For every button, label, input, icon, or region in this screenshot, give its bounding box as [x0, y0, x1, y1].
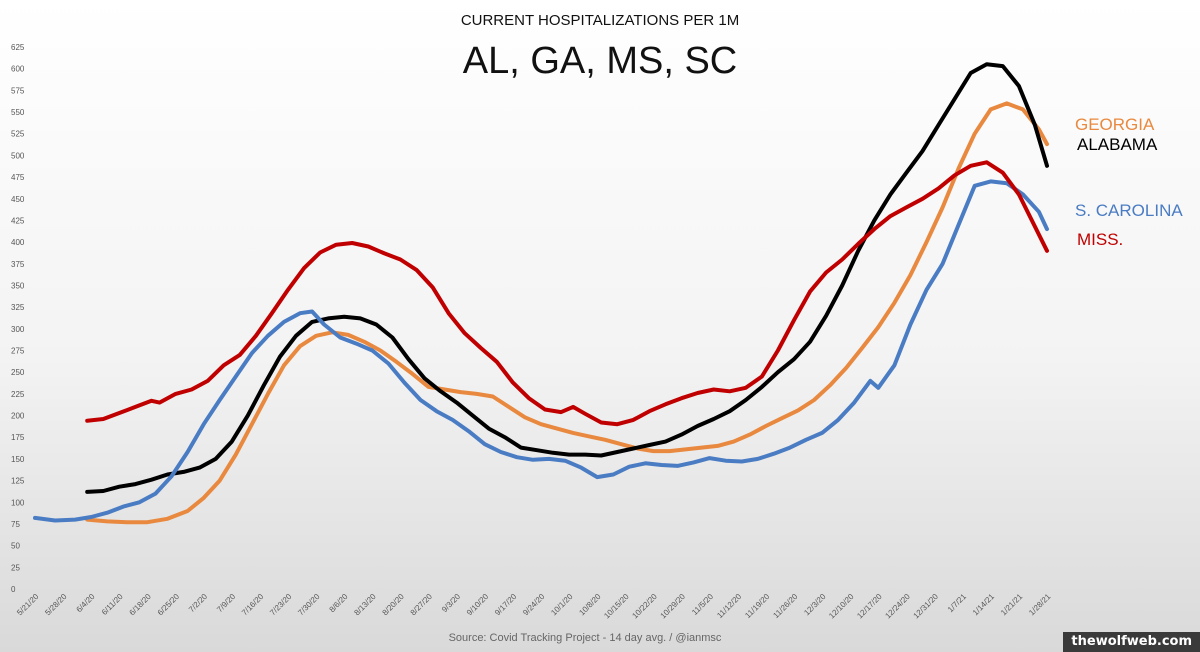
- x-tick-label: 7/2/20: [187, 592, 209, 614]
- x-axis: 5/21/20 5/28/20 6/4/20 6/11/20 6/18/20 6/25/2…: [15, 592, 1053, 621]
- y-tick-label: 450: [11, 195, 25, 204]
- y-tick-label: 50: [11, 542, 20, 551]
- y-tick-label: 475: [11, 173, 25, 182]
- y-tick-label: 100: [11, 498, 25, 507]
- x-tick-label: 10/8/20: [577, 592, 603, 618]
- source-note: Source: Covid Tracking Project - 14 day …: [449, 632, 722, 644]
- x-tick-label: 5/21/20: [15, 592, 41, 618]
- chart-title: CURRENT HOSPITALIZATIONS PER 1M: [461, 12, 739, 29]
- x-tick-label: 10/22/20: [630, 592, 659, 621]
- y-tick-label: 550: [11, 108, 25, 117]
- x-tick-label: 1/21/21: [999, 592, 1025, 618]
- series-label: MISS.: [1077, 230, 1123, 249]
- series-label: ALABAMA: [1077, 135, 1158, 154]
- x-tick-label: 9/17/20: [493, 592, 519, 618]
- y-tick-label: 375: [11, 260, 25, 269]
- x-tick-label: 7/23/20: [268, 592, 294, 618]
- y-tick-label: 225: [11, 390, 25, 399]
- x-tick-label: 10/29/20: [659, 592, 688, 621]
- x-tick-label: 11/12/20: [715, 592, 743, 620]
- series-lines: [33, 62, 1049, 525]
- y-tick-label: 300: [11, 325, 25, 334]
- series-label: S. CAROLINA: [1075, 201, 1183, 220]
- x-tick-label: 6/4/20: [75, 592, 97, 614]
- y-tick-label: 175: [11, 433, 25, 442]
- x-tick-label: 7/16/20: [240, 592, 266, 618]
- x-tick-label: 11/5/20: [690, 592, 715, 617]
- y-tick-label: 400: [11, 238, 25, 247]
- x-tick-label: 8/20/20: [381, 592, 407, 618]
- x-tick-label: 6/11/20: [100, 592, 125, 617]
- chart-subtitle: AL, GA, MS, SC: [463, 40, 738, 82]
- series-line-alabama: [85, 62, 1049, 494]
- y-tick-label: 500: [11, 151, 25, 160]
- series-line-miss: [85, 160, 1049, 427]
- x-tick-label: 7/30/20: [296, 592, 322, 618]
- x-tick-label: 8/6/20: [328, 592, 350, 614]
- x-tick-label: 10/1/20: [549, 592, 575, 618]
- x-tick-label: 9/3/20: [440, 592, 462, 614]
- x-tick-label: 8/13/20: [352, 592, 378, 618]
- y-tick-label: 25: [11, 563, 20, 572]
- series-line-s-carolina: [33, 179, 1049, 523]
- y-tick-label: 325: [11, 303, 25, 312]
- series-line-georgia: [85, 101, 1049, 525]
- y-tick-label: 425: [11, 216, 25, 225]
- x-tick-label: 7/9/20: [215, 592, 237, 614]
- x-tick-label: 12/17/20: [855, 592, 884, 621]
- y-tick-label: 625: [11, 43, 25, 52]
- x-tick-label: 6/25/20: [156, 592, 182, 618]
- y-tick-label: 250: [11, 368, 25, 377]
- x-tick-label: 6/18/20: [128, 592, 154, 618]
- y-tick-label: 200: [11, 412, 25, 421]
- x-tick-label: 5/28/20: [43, 592, 69, 618]
- y-tick-label: 0: [11, 585, 16, 594]
- x-tick-label: 12/24/20: [883, 592, 912, 621]
- y-tick-label: 575: [11, 86, 25, 95]
- y-tick-label: 275: [11, 347, 25, 356]
- y-tick-label: 125: [11, 477, 25, 486]
- y-tick-label: 150: [11, 455, 25, 464]
- x-tick-label: 9/10/20: [465, 592, 491, 618]
- x-tick-label: 10/15/20: [602, 592, 631, 621]
- watermark: thewolfweb.com: [1063, 632, 1200, 652]
- x-tick-label: 1/7/21: [946, 592, 968, 614]
- x-tick-label: 12/10/20: [827, 592, 856, 621]
- x-tick-label: 1/14/21: [971, 592, 997, 618]
- y-tick-label: 75: [11, 520, 20, 529]
- x-tick-label: 11/26/20: [771, 592, 799, 620]
- y-axis: 0 25 50 75 100 125 150 175 200 225 250 275 300 325 350…: [11, 43, 25, 594]
- x-tick-label: 12/3/20: [802, 592, 828, 618]
- x-tick-label: 9/24/20: [521, 592, 547, 618]
- x-tick-label: 1/28/21: [1027, 592, 1053, 618]
- y-tick-label: 350: [11, 282, 25, 291]
- y-tick-label: 525: [11, 130, 25, 139]
- x-tick-label: 8/27/20: [409, 592, 435, 618]
- x-tick-label: 11/19/20: [743, 592, 771, 620]
- x-tick-label: 12/31/20: [912, 592, 941, 621]
- series-label: GEORGIA: [1075, 115, 1155, 134]
- y-tick-label: 600: [11, 65, 25, 74]
